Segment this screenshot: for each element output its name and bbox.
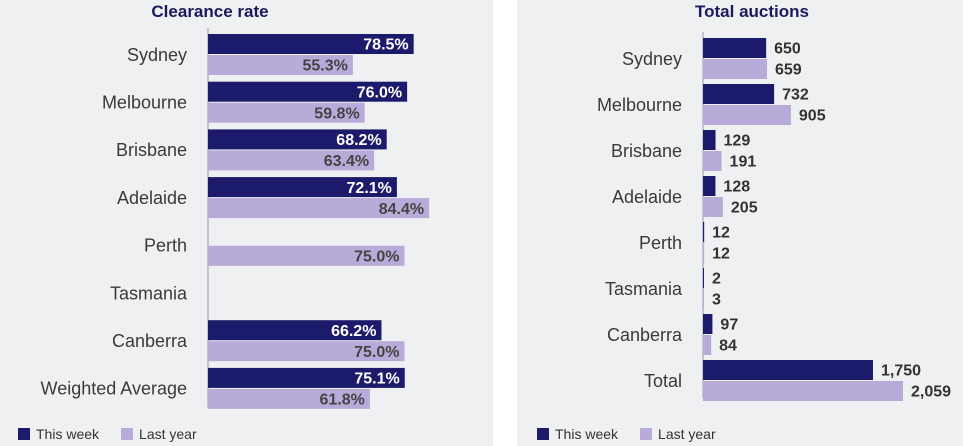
data-label-last-year-weighted-average: 61.8% [320,392,365,409]
bar-this-week-total [703,360,873,380]
data-label-this-week-brisbane: 129 [724,133,751,150]
clearance-rate-legend: This week Last year [18,426,219,442]
bar-last-year-adelaide [703,197,723,217]
data-label-this-week-tasmania: 2 [712,271,721,288]
bar-last-year-sydney [703,59,768,79]
category-label-perth: Perth [144,236,187,256]
category-label-sydney: Sydney [622,49,682,69]
bar-this-week-canberra [208,320,382,341]
category-label-tasmania: Tasmania [110,283,188,303]
data-label-last-year-canberra: 84 [719,338,737,355]
bar-last-year-sydney [208,55,353,75]
data-label-this-week-sydney: 78.5% [363,37,408,54]
bar-this-week-tasmania [703,268,704,288]
total-auctions-legend: This week Last year [537,426,738,442]
bar-last-year-canberra [703,335,712,355]
bar-this-week-weighted-average [208,367,405,388]
bar-this-week-perth [703,222,705,242]
bar-last-year-melbourne [208,102,365,123]
bar-last-year-total [703,381,903,401]
legend-label-this-week: This week [555,426,619,442]
legend-item-last-year: Last year [640,426,716,442]
bar-this-week-melbourne [703,84,775,104]
data-label-last-year-sydney: 55.3% [303,58,348,75]
legend-swatch-last-year [640,428,653,440]
category-label-sydney: Sydney [127,45,187,65]
bar-this-week-adelaide [703,176,716,196]
bar-last-year-perth [208,245,405,266]
data-label-this-week-sydney: 650 [774,41,801,58]
legend-label-last-year: Last year [658,426,716,442]
category-label-weighted-average: Weighted Average [41,379,187,399]
bar-this-week-sydney [208,34,414,54]
data-label-this-week-melbourne: 732 [782,87,809,104]
bar-this-week-brisbane [703,130,716,150]
data-label-last-year-canberra: 75.0% [354,344,399,361]
bar-last-year-tasmania [703,289,704,309]
category-label-perth: Perth [639,233,682,253]
bar-this-week-brisbane [208,129,387,150]
category-label-brisbane: Brisbane [116,140,187,160]
category-label-melbourne: Melbourne [597,95,682,115]
total-auctions-panel: Total auctions Sydney 650 659 Melbourne 732 9… [517,0,963,446]
data-label-last-year-total: 2,059 [911,384,951,401]
bar-last-year-melbourne [703,105,791,125]
data-label-last-year-perth: 12 [712,246,730,263]
category-label-tasmania: Tasmania [605,279,683,299]
clearance-rate-chart: Sydney 78.5% 55.3% Melbourne 76.0% 59.8% Brisb… [41,28,430,409]
legend-label-last-year: Last year [139,426,197,442]
bar-last-year-brisbane [208,150,375,171]
data-label-this-week-canberra: 66.2% [331,323,376,340]
bar-this-week-adelaide [208,177,397,198]
data-label-this-week-total: 1,750 [881,363,921,380]
bar-last-year-adelaide [208,198,430,219]
clearance-rate-title: Clearance rate [151,2,269,21]
category-label-total: Total [644,371,682,391]
category-label-canberra: Canberra [607,325,683,345]
legend-item-last-year: Last year [121,426,197,442]
legend-label-this-week: This week [36,426,100,442]
data-label-last-year-adelaide: 84.4% [379,201,424,218]
total-auctions-chart: Sydney 650 659 Melbourne 732 905 Brisbane 129 19… [597,32,951,401]
data-label-this-week-adelaide: 128 [723,179,750,196]
data-label-this-week-melbourne: 76.0% [357,84,402,101]
category-label-canberra: Canberra [112,331,188,351]
legend-swatch-this-week [537,428,549,440]
category-label-adelaide: Adelaide [612,187,682,207]
data-label-last-year-brisbane: 63.4% [324,153,369,170]
bar-this-week-canberra [703,314,713,334]
data-label-this-week-perth: 12 [712,225,730,242]
data-label-last-year-sydney: 659 [775,62,802,79]
bar-last-year-perth [703,243,705,263]
data-label-this-week-adelaide: 72.1% [347,180,392,197]
legend-swatch-last-year [121,428,134,440]
bar-this-week-sydney [703,38,767,58]
category-label-adelaide: Adelaide [117,188,187,208]
clearance-rate-panel: Clearance rate Sydney 78.5% 55.3% Melbourne… [0,0,493,446]
category-label-brisbane: Brisbane [611,141,682,161]
data-label-this-week-weighted-average: 75.1% [354,371,399,388]
legend-item-this-week: This week [18,426,99,442]
legend-swatch-this-week [18,428,30,440]
legend-item-this-week: This week [537,426,618,442]
data-label-last-year-tasmania: 3 [712,292,721,309]
bar-this-week-melbourne [208,81,408,102]
total-auctions-title: Total auctions [695,2,809,21]
bar-last-year-canberra [208,341,405,362]
category-label-melbourne: Melbourne [102,92,187,112]
data-label-this-week-brisbane: 68.2% [336,132,381,149]
bar-last-year-weighted-average [208,388,370,409]
bar-last-year-brisbane [703,151,722,171]
data-label-last-year-perth: 75.0% [354,249,399,266]
data-label-last-year-melbourne: 905 [799,108,826,125]
data-label-last-year-adelaide: 205 [731,200,758,217]
data-label-last-year-melbourne: 59.8% [314,105,359,122]
data-label-last-year-brisbane: 191 [730,154,757,171]
data-label-this-week-canberra: 97 [720,317,738,334]
